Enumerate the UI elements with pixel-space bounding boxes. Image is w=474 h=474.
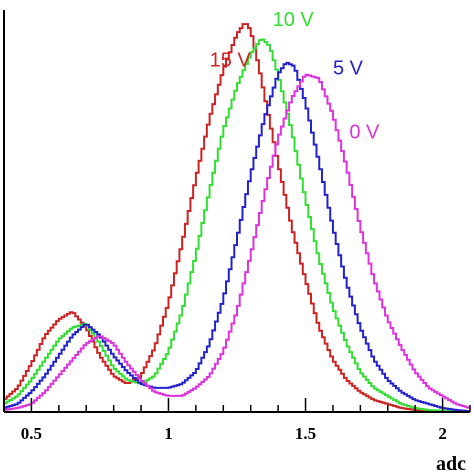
series-line-0v xyxy=(4,73,470,411)
series-label-15v: 15 V xyxy=(210,49,252,71)
series-line-10v xyxy=(4,38,470,413)
x-axis-label: adc xyxy=(436,453,466,474)
series-label-10v: 10 V xyxy=(273,9,315,31)
series-label-5v: 5 V xyxy=(333,57,364,79)
axes-layer xyxy=(3,10,471,413)
series-label-0v: 0 V xyxy=(349,122,380,144)
series-layer xyxy=(4,23,470,413)
x-tick-label: 2 xyxy=(438,424,447,443)
series-line-5v xyxy=(4,61,470,413)
x-tick-label: 1 xyxy=(164,424,173,443)
x-tick-label: 1.5 xyxy=(295,424,316,443)
series-line-15v xyxy=(4,23,470,413)
x-tick-label: 0.5 xyxy=(21,424,42,443)
labels-layer: 0.5 1 1.5 2 adc 15 V 10 V 5 V 0 V xyxy=(21,9,466,474)
